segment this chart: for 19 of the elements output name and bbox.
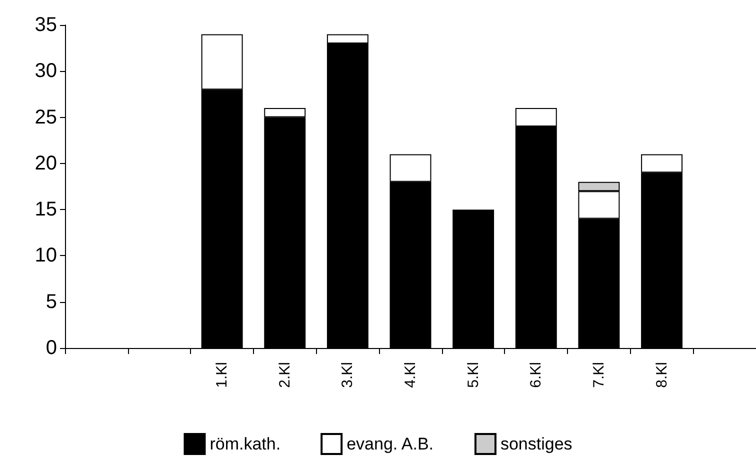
x-tick-label: 7.Kl	[590, 362, 608, 388]
y-tick-label: 35	[34, 14, 57, 36]
y-tick-label: 25	[34, 106, 57, 128]
x-tick-label: 4.Kl	[402, 362, 419, 388]
legend-label: sonstiges	[500, 434, 572, 454]
y-tick-label: 10	[34, 244, 57, 267]
x-tick-label: 6.Kl	[528, 362, 545, 388]
y-tick-label: 15	[34, 198, 57, 221]
y-tick-label: 0	[46, 337, 57, 359]
x-tick-label: 8.Kl	[653, 362, 670, 388]
y-tick-label: 5	[46, 290, 57, 313]
x-tick-label: 5.Kl	[464, 362, 482, 388]
y-tick-label: 30	[34, 60, 57, 82]
legend-label: evang. A.B.	[346, 434, 434, 454]
x-tick-label: 1.Kl	[214, 362, 231, 388]
y-tick-label: 20	[34, 152, 57, 174]
x-tick-label: 3.Kl	[339, 362, 356, 388]
legend-label: röm.kath.	[210, 434, 281, 454]
x-tick-label: 2.Kl	[276, 362, 294, 388]
